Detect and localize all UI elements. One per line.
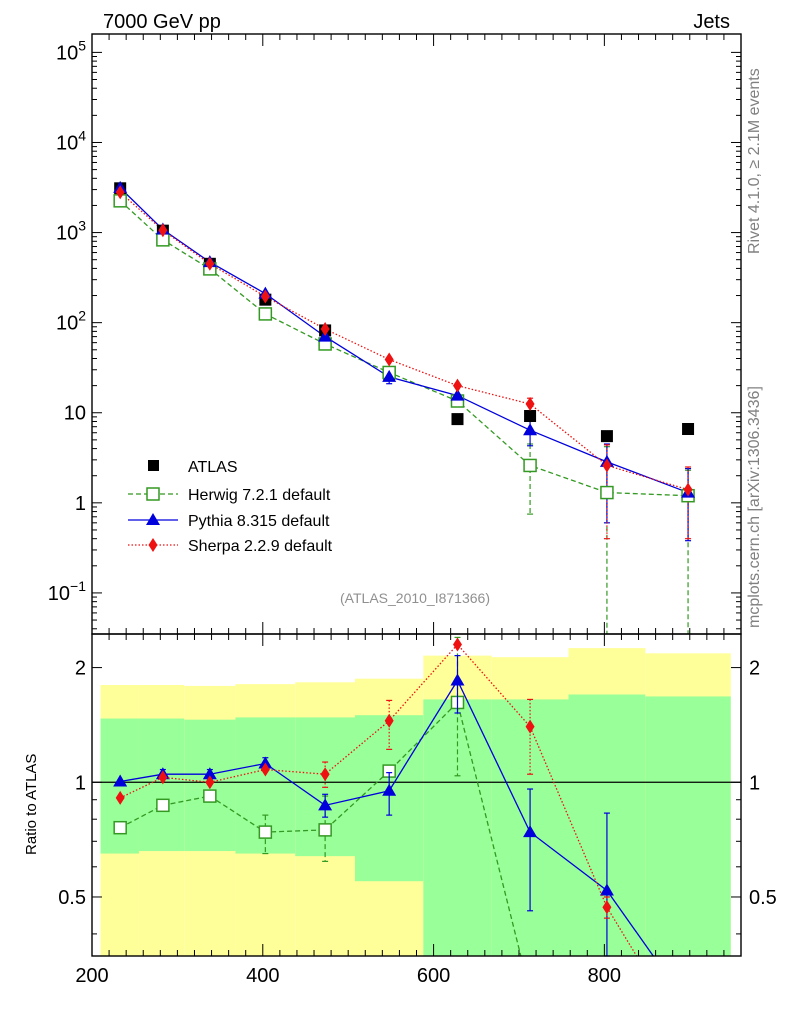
ratio-line-pythia <box>120 679 654 957</box>
main-point-sherpa <box>320 322 330 337</box>
ratio-point-sherpa <box>602 900 612 915</box>
main-y-tick-label: 10−1 <box>48 578 86 605</box>
ratio-y-tick-label-right: 2 <box>749 658 760 680</box>
ratio-y-tick-label-right: 0.5 <box>749 887 777 909</box>
main-y-tick-exponent: 3 <box>78 218 86 234</box>
ratio-y-tick-label-right: 1 <box>749 772 760 794</box>
ratio-point-pythia <box>599 883 614 896</box>
main-point-herwig <box>258 307 273 321</box>
main-point-sherpa <box>683 482 693 497</box>
legend-atlas-label: ATLAS <box>188 459 238 476</box>
main-y-tick-exponent: −1 <box>70 578 86 594</box>
rivet-version-label: Rivet 4.1.0, ≥ 2.1M events <box>746 68 763 254</box>
main-y-tick-exponent: 5 <box>78 37 86 53</box>
ratio-point-herwig <box>203 789 217 803</box>
main-point-sherpa <box>205 256 215 271</box>
main-y-tick-label: 104 <box>56 127 86 154</box>
main-point-herwig <box>600 485 614 500</box>
main-line-pythia <box>119 187 689 494</box>
ratio-point-sherpa <box>525 719 535 734</box>
ratio-panel-series <box>113 636 654 957</box>
ratio-point-herwig <box>113 820 127 835</box>
main-y-tick-label: 1 <box>75 493 86 515</box>
ratio-point-sherpa <box>205 775 215 790</box>
main-point-pythia <box>523 423 538 436</box>
ratio-point-pythia <box>113 774 128 787</box>
main-point-sherpa <box>115 185 125 200</box>
main-point-pythia <box>382 369 397 382</box>
main-panel-series <box>113 180 696 634</box>
ratio-line-herwig <box>119 701 522 957</box>
x-tick-label: 400 <box>246 965 279 987</box>
ratio-y-axis-label: Ratio to ATLAS <box>23 754 40 855</box>
ratio-point-pythia <box>382 783 397 796</box>
main-point-sherpa <box>452 378 462 393</box>
main-y-tick-label: 103 <box>56 218 86 245</box>
legend-sherpa-marker <box>148 538 158 552</box>
legend: ATLAS Herwig 7.2.1 default Pythia 8.315 … <box>128 459 333 555</box>
main-point-sherpa <box>260 289 270 304</box>
ratio-band-inner <box>645 696 731 956</box>
ratio-point-sherpa <box>320 767 330 782</box>
x-tick-label: 600 <box>417 965 450 987</box>
header-left-label: 7000 GeV pp <box>103 11 221 33</box>
main-point-sherpa <box>525 397 535 412</box>
main-y-tick-exponent: 4 <box>78 127 86 143</box>
legend-pythia-label: Pythia 8.315 default <box>188 513 330 530</box>
ratio-y-tick-label: 0.5 <box>58 887 86 909</box>
analysis-id-label: (ATLAS_2010_I871366) <box>340 590 490 606</box>
ratio-uncertainty-bands <box>92 648 741 956</box>
ratio-point-sherpa <box>115 790 125 805</box>
ratio-point-sherpa <box>452 637 462 652</box>
ratio-point-pythia <box>523 825 538 838</box>
main-point-data <box>524 410 537 423</box>
main-point-pythia <box>450 388 465 401</box>
ratio-point-herwig <box>258 825 273 839</box>
ratio-point-pythia <box>318 798 333 811</box>
ratio-line-sherpa <box>119 643 638 957</box>
ratio-y-tick-label: 2 <box>75 658 86 680</box>
main-point-herwig <box>523 458 537 473</box>
main-y-tick-exponent: 2 <box>78 308 86 324</box>
header-right-label: Jets <box>693 11 730 33</box>
ratio-point-sherpa <box>384 713 394 728</box>
x-tick-label: 200 <box>75 965 108 987</box>
legend-atlas-marker <box>148 460 159 471</box>
main-point-data <box>600 430 613 443</box>
ratio-y-tick-label: 1 <box>75 772 86 794</box>
main-point-sherpa <box>384 352 394 367</box>
mcplots-label: mcplots.cern.ch [arXiv:1306.3436] <box>746 386 763 628</box>
main-line-sherpa <box>119 191 689 491</box>
ratio-point-sherpa <box>158 770 168 785</box>
ratio-point-pythia <box>202 767 217 780</box>
legend-herwig-marker <box>146 487 160 501</box>
main-point-sherpa <box>602 458 612 473</box>
main-point-sherpa <box>158 223 168 238</box>
ratio-point-pythia <box>258 756 273 769</box>
ratio-point-herwig <box>156 798 170 813</box>
legend-pythia-marker <box>146 513 160 525</box>
main-point-data <box>682 423 695 436</box>
ratio-point-sherpa <box>260 762 270 777</box>
main-line-herwig <box>119 200 689 497</box>
ratio-band-inner <box>138 718 185 852</box>
ratio-point-herwig <box>318 823 332 837</box>
main-y-tick-label: 10 <box>64 403 86 425</box>
main-y-tick-label: 105 <box>56 37 86 64</box>
legend-sherpa-label: Sherpa 2.2.9 default <box>188 538 333 555</box>
main-point-data <box>451 413 464 426</box>
x-tick-label: 800 <box>588 965 621 987</box>
main-y-tick-label: 102 <box>56 308 86 335</box>
ratio-point-pythia <box>450 673 465 686</box>
legend-herwig-label: Herwig 7.2.1 default <box>188 487 331 504</box>
